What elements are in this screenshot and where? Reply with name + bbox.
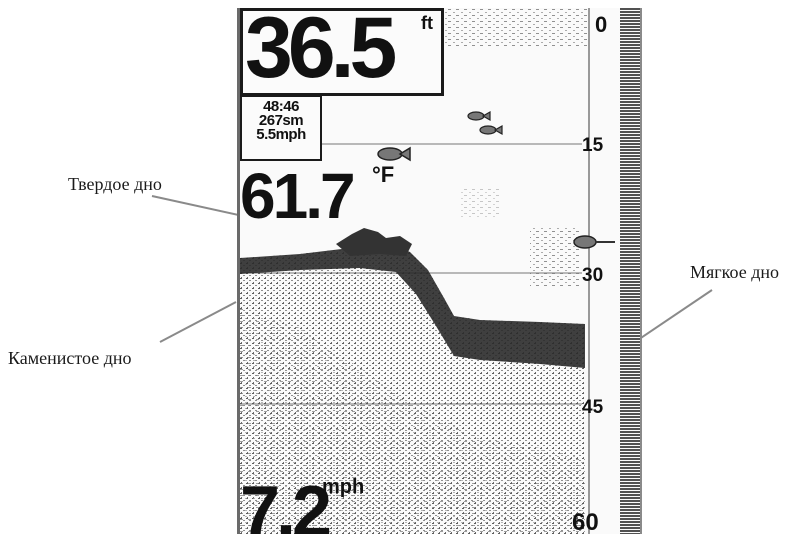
temperature-value: 61.7 <box>240 160 356 232</box>
hard-bottom-band <box>240 244 585 368</box>
label-rocky-bottom: Каменистое дно <box>8 348 132 368</box>
depth-value: 36.5 <box>245 8 397 96</box>
depth-scale-45: 45 <box>582 397 604 418</box>
info-distance: 267sm <box>258 112 304 129</box>
temperature-unit: °F <box>372 162 395 187</box>
rock-structure <box>336 228 412 256</box>
depth-strip <box>620 8 640 534</box>
sonar-display: 36.5 ft 48:46 267sm 5.5mph 61.7 °F 7.2 m… <box>237 8 642 534</box>
fish-icon <box>467 110 491 122</box>
label-hard-bottom: Твердое дно <box>68 174 162 194</box>
speed-value: 7.2 <box>240 472 332 534</box>
fish-icon <box>479 124 503 136</box>
label-soft-bottom: Мягкое дно <box>690 262 779 282</box>
bottom-return-fish-icon <box>573 235 615 249</box>
depth-readout: 36.5 ft <box>240 8 444 96</box>
info-speed: 5.5mph <box>256 126 306 143</box>
sonar-history <box>240 8 640 534</box>
info-box: 48:46 267sm 5.5mph <box>240 95 322 161</box>
depth-unit: ft <box>421 13 433 33</box>
info-time: 48:46 <box>263 98 299 115</box>
depth-scale-15: 15 <box>582 135 604 156</box>
leader-rocky-bottom <box>159 301 237 343</box>
depth-scale-30: 30 <box>582 265 604 286</box>
fish-icon <box>377 146 411 162</box>
speed-unit: mph <box>322 476 365 498</box>
depth-scale-60: 60 <box>572 509 599 534</box>
depth-scale-0: 0 <box>595 12 608 37</box>
surface-clutter <box>436 8 596 48</box>
